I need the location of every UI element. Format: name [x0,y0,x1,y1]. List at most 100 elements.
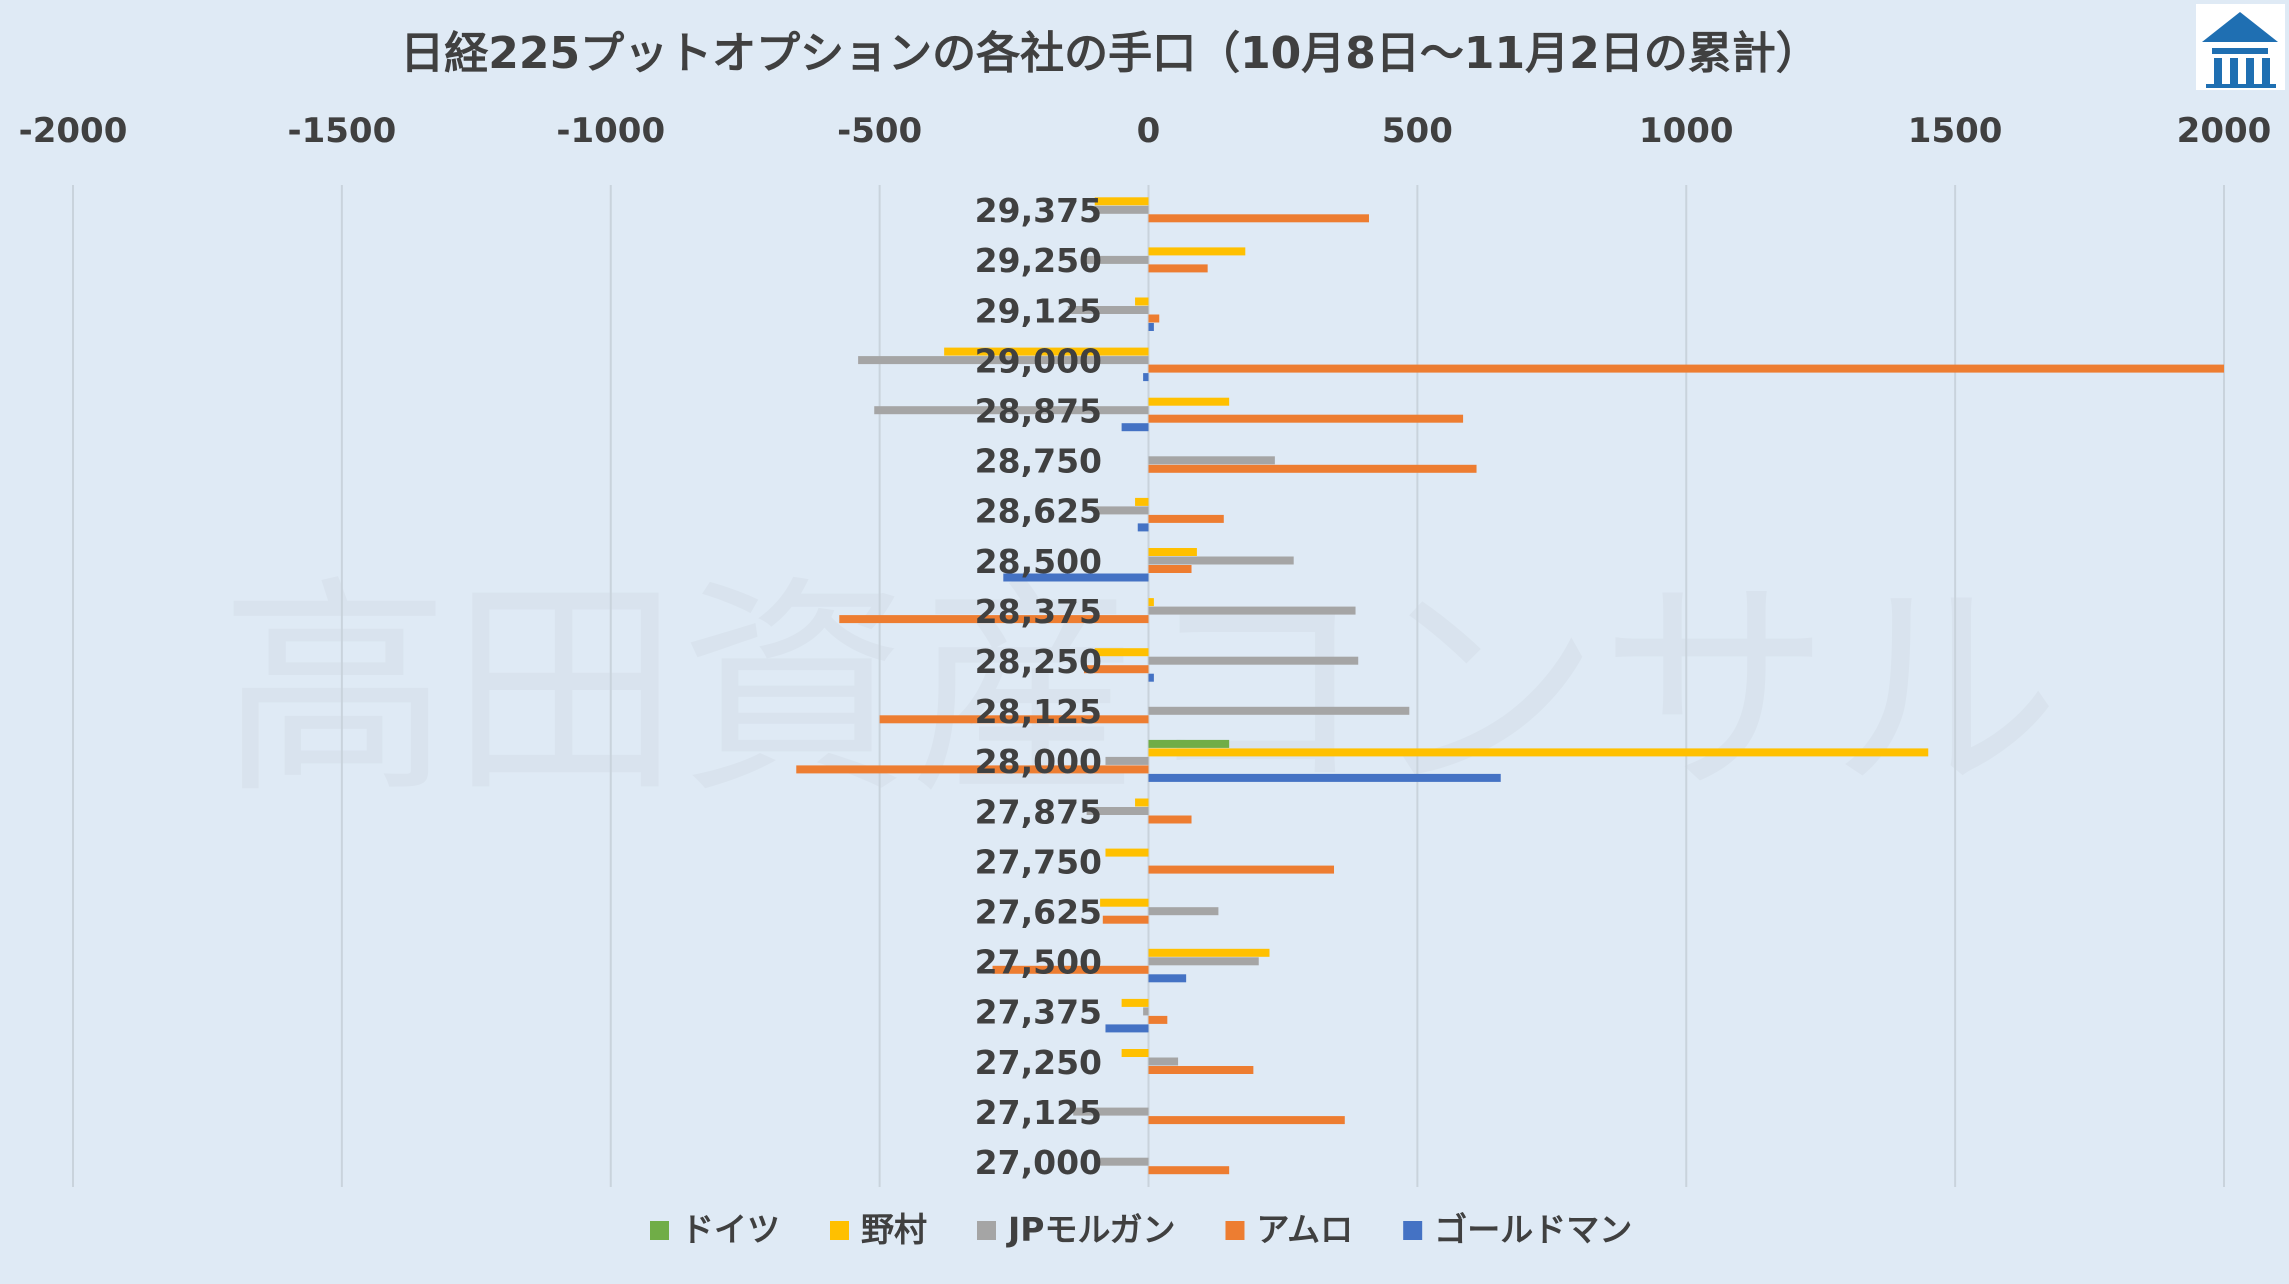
bar [1148,397,1230,406]
legend-swatch [1403,1221,1423,1240]
bar [1100,1157,1149,1166]
bar [1100,898,1149,907]
category-label: 27,125 [975,1093,1102,1132]
category-labels: 29,375 29,250 29,125 29,000 28,875 28,750 28,6… [975,191,1102,1182]
bar [1148,548,1197,556]
bar [1121,423,1149,432]
bar [839,615,1149,624]
bar [1148,1057,1179,1066]
bar [1148,1066,1254,1074]
bar [1094,205,1149,214]
legend-swatch [650,1221,669,1240]
bar [1148,957,1259,966]
bar [1148,748,1929,757]
bar [1148,214,1369,223]
bar [1086,807,1149,815]
category-label: 28,625 [975,492,1102,531]
category-label: 27,875 [975,792,1102,831]
category-label: 29,375 [975,191,1102,230]
category-label: 29,125 [975,291,1102,330]
bar [1148,598,1154,607]
legend-swatch [977,1221,996,1240]
legend-label: JPモルガン [1006,1210,1175,1249]
bar [879,715,1149,724]
bar [1148,907,1219,916]
category-label: 28,750 [975,442,1102,481]
category-label: 27,000 [975,1143,1102,1182]
bar [1121,998,1149,1007]
x-tick-label: 1500 [1908,111,2003,151]
category-label: 28,125 [975,692,1102,731]
x-tick-label: 500 [1382,111,1453,151]
bar [796,765,1149,774]
category-label: 28,375 [975,592,1102,631]
bar [1148,773,1501,782]
category-label: 28,000 [975,742,1102,781]
bar [1148,1015,1168,1024]
bar [1148,1116,1345,1125]
bar [1086,255,1149,264]
bar [1083,665,1149,674]
bar [1148,974,1187,983]
legend-label: ゴールドマン [1434,1210,1632,1249]
bar [1148,514,1224,523]
bar [1135,497,1149,506]
legend-label: アムロ [1256,1210,1353,1249]
bar [1148,264,1208,273]
legend-swatch [1225,1221,1245,1240]
bar [1105,756,1149,765]
x-tick-label: -1000 [556,111,665,151]
bar [1148,673,1154,682]
building-logo-icon [2196,4,2285,90]
bar [1148,656,1359,665]
legend: ドイツ 野村 JPモルガン アムロ ゴールドマン [650,1210,1632,1249]
bar [1094,506,1149,515]
bar [1105,1024,1149,1033]
category-label: 27,375 [975,993,1102,1032]
bar [1148,323,1154,331]
bar [1148,314,1160,323]
legend-label: ドイツ [681,1210,780,1249]
bars [796,197,2224,1175]
x-tick-label: 1000 [1639,111,1734,151]
category-label: 29,250 [975,241,1102,280]
x-axis-ticks: -2000 -1500 -1000 -500 0 500 1000 1500 2000 [19,111,2272,151]
bar [1135,297,1149,306]
watermark-text: 高田資産コンサル [220,558,2060,825]
bar [1148,948,1270,957]
x-tick-label: 2000 [2177,111,2272,151]
bar [1148,414,1464,423]
bar [1148,739,1230,748]
bar [1094,648,1149,657]
bar [992,965,1149,974]
bar [1121,1049,1149,1057]
bar [1003,573,1149,582]
legend-label: 野村 [861,1210,927,1249]
bar [1148,464,1477,473]
chart-title: 日経225プットオプションの各社の手口（10月8日～11月2日の累計） [400,28,1820,79]
bar [1148,606,1356,615]
category-label: 28,250 [975,642,1102,681]
x-tick-label: -500 [837,111,922,151]
bar [1148,556,1294,565]
x-tick-label: 0 [1137,111,1161,151]
category-label: 27,625 [975,892,1102,931]
x-tick-label: -2000 [19,111,128,151]
bar [1148,706,1410,715]
bar [1148,364,2224,373]
bar [1148,456,1275,465]
x-tick-label: -1500 [288,111,397,151]
bar [1148,865,1335,874]
category-label: 27,750 [975,842,1102,881]
bar [1148,1166,1230,1175]
bar [1067,306,1149,314]
bar [1073,1107,1149,1116]
bar [1148,565,1192,573]
bar [1135,798,1149,807]
bar [874,406,1149,415]
bar [1148,815,1192,824]
bar [1102,915,1149,924]
bar [1105,848,1149,857]
bar [858,356,1149,365]
